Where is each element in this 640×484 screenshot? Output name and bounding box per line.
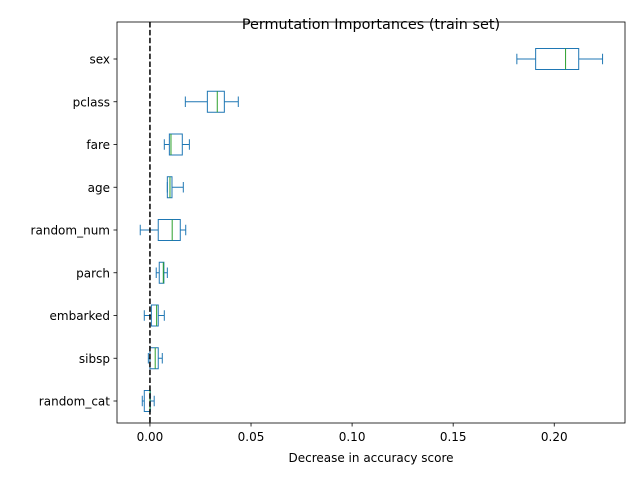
y-tick-label: age	[88, 181, 110, 195]
box-sex	[535, 48, 580, 70]
x-tick-label: 0.00	[137, 430, 164, 444]
y-tick-label: pclass	[73, 95, 110, 109]
y-tick-label: random_cat	[39, 395, 110, 409]
y-tick-label: parch	[76, 266, 110, 280]
y-tick-label: sex	[89, 53, 110, 67]
chart-title: Permutation Importances (train set)	[242, 17, 500, 33]
box-embarked	[150, 304, 159, 327]
box-sibsp	[149, 347, 159, 370]
y-tick-label: random_num	[31, 224, 110, 238]
x-tick-label: 0.05	[238, 430, 265, 444]
y-tick-label: embarked	[50, 309, 111, 323]
box-pclass	[206, 90, 225, 113]
x-tick-label: 0.10	[339, 430, 366, 444]
box-parch	[158, 261, 165, 284]
axes-frame	[116, 21, 626, 424]
box-random_num	[157, 219, 181, 241]
box-fare	[168, 133, 183, 156]
x-axis-label: Decrease in accuracy score	[288, 451, 453, 465]
x-tick-label: 0.15	[440, 430, 467, 444]
y-tick-label: sibsp	[79, 352, 110, 366]
y-tick-label: fare	[86, 138, 110, 152]
x-tick-label: 0.20	[541, 430, 568, 444]
